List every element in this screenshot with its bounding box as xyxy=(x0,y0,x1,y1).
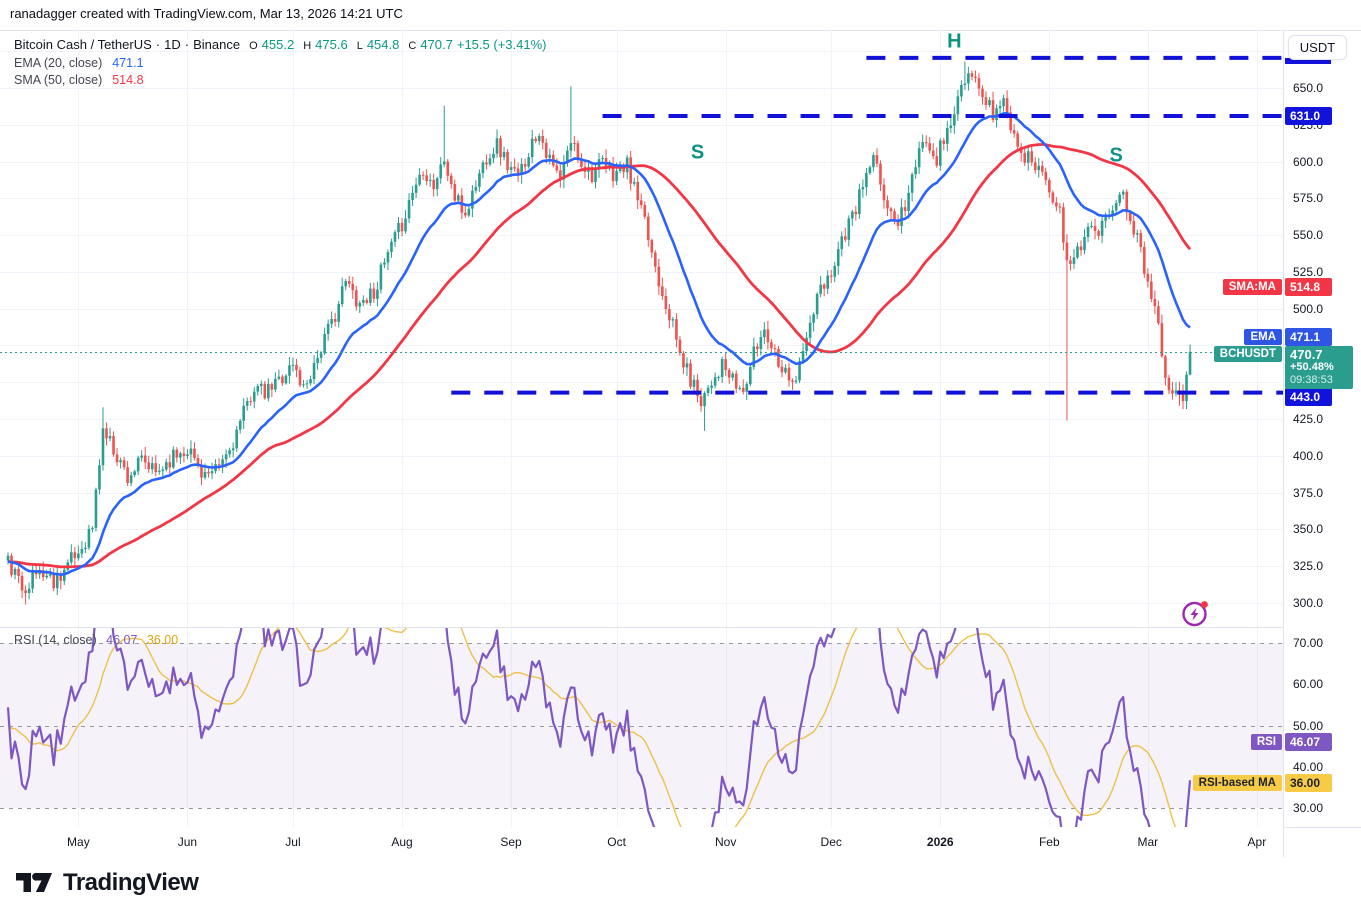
rsi-tick: 30.00 xyxy=(1293,801,1324,815)
price-axis[interactable]: USDT 650.0625.0600.0575.0550.0525.0500.0… xyxy=(1284,31,1361,827)
price-tick: 650.0 xyxy=(1293,81,1324,95)
last-change-percent: +50.48% xyxy=(1290,360,1334,373)
open-key: O xyxy=(249,40,258,52)
symbol-tag-badge: BCHUSDT xyxy=(1213,345,1282,362)
attribution-text: ranadagger created with TradingView.com,… xyxy=(10,6,403,21)
time-axis-month-label: Feb xyxy=(1038,835,1060,849)
rsi-tick: 50.00 xyxy=(1293,718,1324,733)
price-tick: 525.0 xyxy=(1293,264,1324,279)
rsi-tick: 40.00 xyxy=(1293,759,1324,774)
ema-tag-badge: EMA xyxy=(1244,328,1282,345)
time-axis-month-label: 2026 xyxy=(926,835,954,849)
price-tick: 350.0 xyxy=(1293,522,1324,537)
bar-countdown: 09:38:53 xyxy=(1290,373,1333,386)
price-tick: 600.0 xyxy=(1293,154,1324,169)
price-tick: 425.0 xyxy=(1293,412,1324,427)
rsi-legend: RSI (14, close) 46.07 36.00 xyxy=(14,633,178,647)
legend-separator: · xyxy=(184,37,190,52)
open-value: 455.2 xyxy=(261,37,295,52)
last-price: 470.7 xyxy=(1290,346,1323,362)
price-tick: 375.0 xyxy=(1293,485,1324,500)
rsi-tag-badge: RSI xyxy=(1250,733,1282,750)
symbol-title: Bitcoin Cash / TetherUS xyxy=(14,37,152,52)
high-value: 475.6 xyxy=(315,37,348,52)
low-key: L xyxy=(356,40,363,52)
pattern-label-s[interactable]: S xyxy=(1109,144,1123,167)
pattern-label-h[interactable]: H xyxy=(947,30,962,53)
time-axis-month-label: Jul xyxy=(285,835,301,849)
time-axis-month-label: Apr xyxy=(1247,835,1267,849)
time-axis-month-label: Mar xyxy=(1137,835,1159,849)
chart-area: Bitcoin Cash / TetherUS · 1D · Binance O… xyxy=(0,30,1361,858)
last-price-box: 470.7 +50.48% 09:38:53 xyxy=(1285,345,1353,389)
time-axis-month-label: Sep xyxy=(500,835,522,849)
price-tick: 325.0 xyxy=(1293,559,1324,574)
high-key: H xyxy=(303,40,312,52)
footer: TradingView xyxy=(0,857,1361,915)
symbol-legend-row: Bitcoin Cash / TetherUS · 1D · Binance O… xyxy=(14,36,546,55)
ema-value: 471.1 xyxy=(112,56,144,70)
change-value: +15.5 (+3.41%) xyxy=(456,37,547,52)
resistance-price-badge: 631.0 xyxy=(1285,106,1332,125)
pattern-label-s[interactable]: S xyxy=(690,141,705,164)
brand-name: TradingView xyxy=(63,868,199,896)
rsi-ma-tag-badge: RSI-based MA xyxy=(1192,775,1282,792)
axis-separator xyxy=(1283,31,1284,857)
rsi-value: 46.07 xyxy=(106,633,138,647)
time-axis-month-label: May xyxy=(67,835,90,849)
ema-legend-row: EMA (20, close) 471.1 xyxy=(14,55,546,72)
tradingview-logo[interactable]: TradingView xyxy=(14,868,199,897)
price-tick: 500.0 xyxy=(1293,301,1324,316)
ema-label: EMA (20, close) xyxy=(14,56,103,70)
interval-label: 1D xyxy=(164,37,181,52)
rsi-label: RSI (14, close) xyxy=(14,633,97,647)
close-value: 470.7 xyxy=(420,37,453,52)
time-axis-month-label: Jun xyxy=(177,835,198,849)
support-price-badge: 443.0 xyxy=(1285,387,1332,406)
rsi-ma-value: 36.00 xyxy=(146,633,179,647)
time-axis-month-label: Dec xyxy=(820,835,842,849)
low-value: 454.8 xyxy=(366,37,400,52)
rsi-ma-value-badge: 36.00 xyxy=(1285,774,1332,793)
price-tick: 300.0 xyxy=(1293,595,1324,610)
rsi-tick: 60.00 xyxy=(1293,677,1324,692)
currency-toggle-button[interactable]: USDT xyxy=(1288,35,1347,60)
resistance-top-price-badge xyxy=(1285,58,1331,64)
sma-legend-row: SMA (50, close) 514.8 xyxy=(14,72,546,89)
price-tick: 400.0 xyxy=(1293,448,1324,463)
time-axis-month-label: Nov xyxy=(715,835,737,849)
close-key: C xyxy=(408,40,417,52)
rsi-value-badge: 46.07 xyxy=(1285,732,1332,751)
time-axis-month-label: Aug xyxy=(391,835,413,849)
flash-ideas-icon[interactable] xyxy=(1180,598,1211,629)
ema-price-badge: 471.1 xyxy=(1285,327,1332,346)
price-chart-canvas[interactable] xyxy=(0,31,1283,827)
legend-separator: · xyxy=(155,37,161,52)
rsi-tick: 70.00 xyxy=(1293,636,1324,650)
sma-price-badge: 514.8 xyxy=(1285,277,1332,296)
pane-separator[interactable] xyxy=(0,627,1361,628)
price-tick: 575.0 xyxy=(1293,191,1324,206)
chart-legend: Bitcoin Cash / TetherUS · 1D · Binance O… xyxy=(14,36,546,89)
time-axis-month-label: Oct xyxy=(607,835,626,849)
tradingview-logo-mark xyxy=(16,872,52,892)
sma-value: 514.8 xyxy=(112,73,144,87)
price-tick: 550.0 xyxy=(1293,228,1324,243)
exchange-label: Binance xyxy=(193,37,241,52)
sma-label: SMA (50, close) xyxy=(14,73,103,87)
sma-tag-badge: SMA:MA xyxy=(1222,278,1282,295)
time-axis[interactable]: May Jun Jul Aug Sep Oct Nov Dec 2026 Feb Mar Apr xyxy=(0,827,1283,857)
